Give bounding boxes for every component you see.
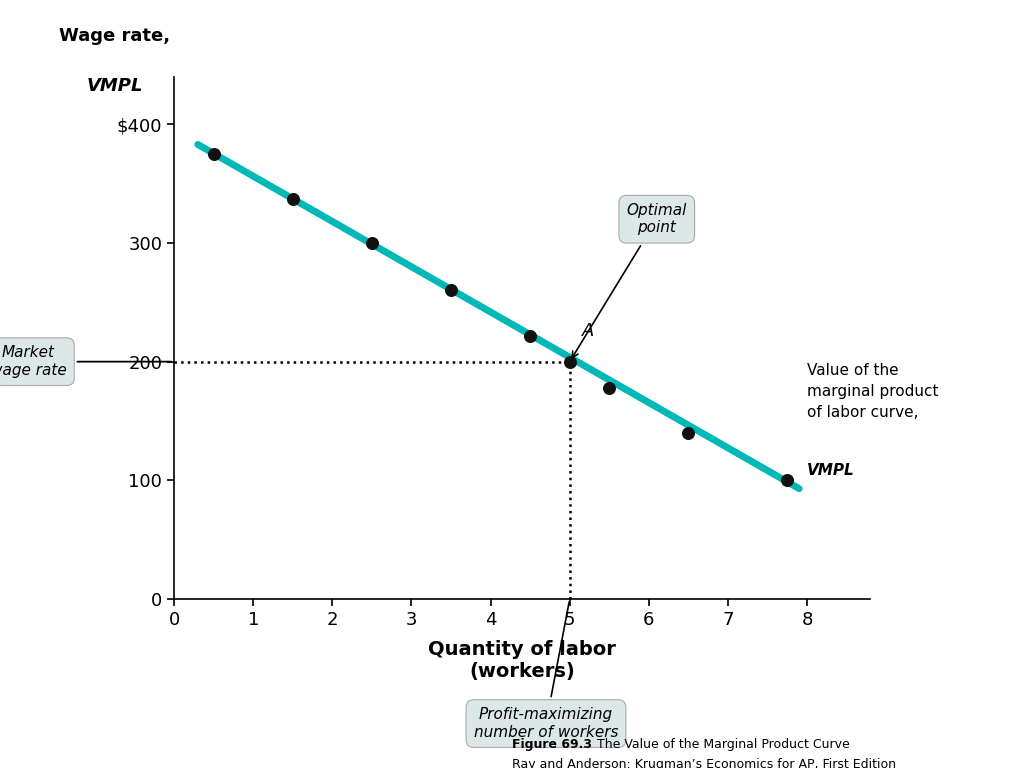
Point [364, 237, 380, 249]
X-axis label: Quantity of labor
(workers): Quantity of labor (workers) [428, 640, 616, 681]
Text: Wage rate,: Wage rate, [59, 28, 170, 45]
Text: Optimal
point: Optimal point [572, 203, 687, 358]
Text: Profit-maximizing
number of workers: Profit-maximizing number of workers [474, 602, 618, 740]
Text: Figure 69.3: Figure 69.3 [512, 738, 592, 751]
Text: VMPL: VMPL [87, 77, 143, 94]
Point [442, 284, 459, 296]
Point [522, 329, 539, 342]
Text: A: A [582, 323, 594, 340]
Point [206, 147, 222, 160]
Text: Ray and Anderson: Krugman’s Economics for AP, First Edition: Ray and Anderson: Krugman’s Economics fo… [512, 758, 896, 768]
Text: VMPL: VMPL [807, 463, 855, 478]
Point [285, 193, 301, 205]
Point [680, 427, 696, 439]
Point [561, 356, 578, 368]
Text: The Value of the Marginal Product Curve: The Value of the Marginal Product Curve [589, 738, 850, 751]
Point [779, 474, 796, 486]
Text: Market
wage rate: Market wage rate [0, 346, 171, 378]
Text: Value of the
marginal product
of labor curve,: Value of the marginal product of labor c… [807, 362, 939, 420]
Point [601, 382, 617, 394]
